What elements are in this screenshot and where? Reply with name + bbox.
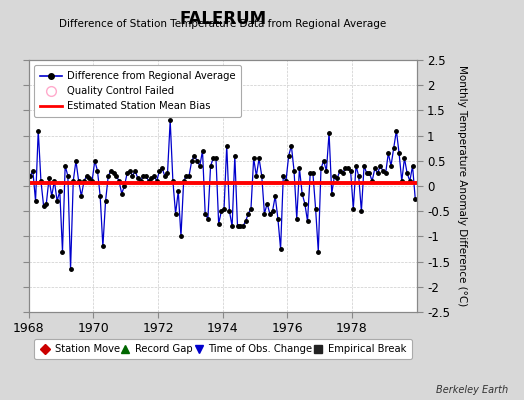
Text: FALERUM: FALERUM (179, 10, 266, 28)
Y-axis label: Monthly Temperature Anomaly Difference (°C): Monthly Temperature Anomaly Difference (… (456, 65, 467, 307)
Text: Berkeley Earth: Berkeley Earth (436, 385, 508, 395)
Legend: Difference from Regional Average, Quality Control Failed, Estimated Station Mean: Difference from Regional Average, Qualit… (34, 65, 242, 117)
Legend: Station Move, Record Gap, Time of Obs. Change, Empirical Break: Station Move, Record Gap, Time of Obs. C… (34, 339, 411, 359)
Text: Difference of Station Temperature Data from Regional Average: Difference of Station Temperature Data f… (59, 19, 386, 29)
